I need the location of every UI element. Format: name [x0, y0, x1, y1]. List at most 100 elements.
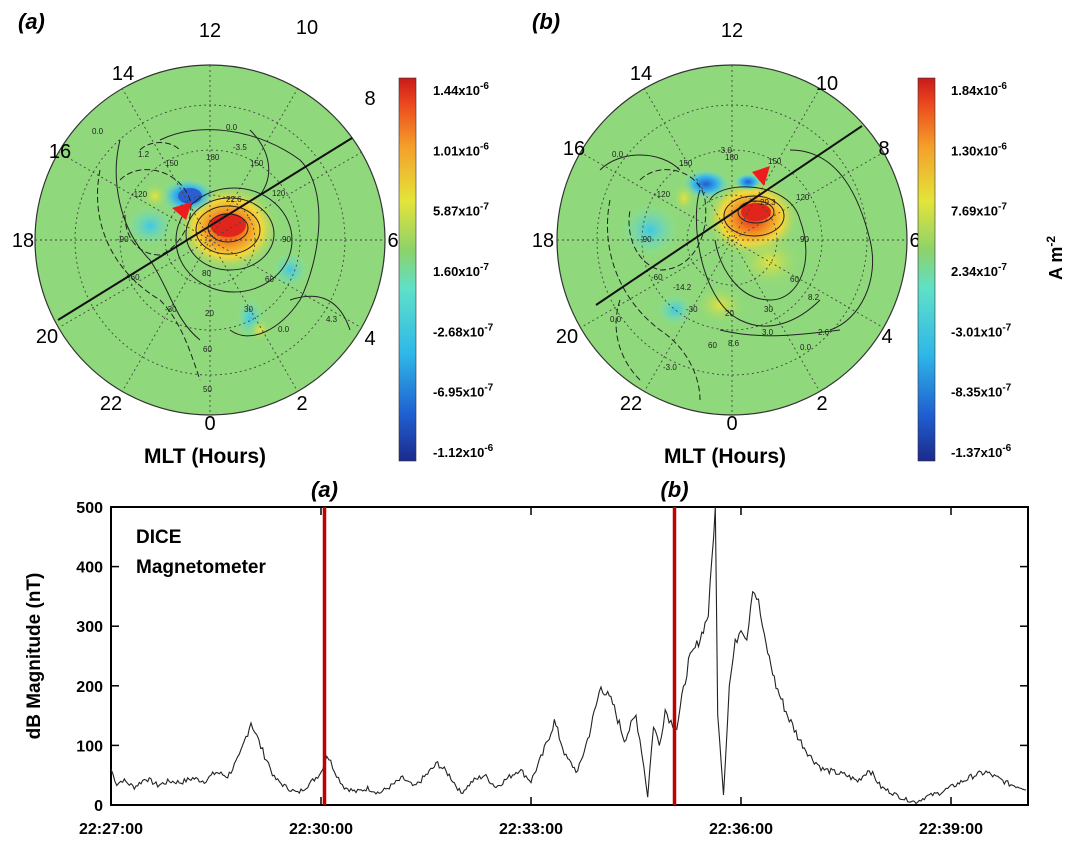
line-chart: 0 100 200 300 400 500 22:27:00 22:30:00 22:33:0…: [24, 477, 1029, 838]
svg-text:-120: -120: [654, 190, 671, 199]
svg-text:4.3: 4.3: [326, 315, 338, 324]
panel-b: (b): [532, 9, 1066, 468]
y-tick-label: 200: [76, 679, 103, 696]
polar-map-a: 0.0 0.0 1.2 -3.5 150 180 150 120 -120 22…: [34, 64, 386, 416]
svg-text:8.2: 8.2: [808, 293, 820, 302]
svg-text:20: 20: [205, 309, 214, 318]
hour-label: 0: [204, 413, 215, 435]
hour-label: 10: [296, 17, 318, 39]
colorbar-tick-label: -6.95x10-7: [433, 383, 494, 400]
series-line: [110, 506, 1027, 805]
colorbar-tick-label: 1.30x10-6: [951, 141, 1007, 158]
hour-label: 20: [556, 326, 578, 348]
hour-label: 8: [364, 88, 375, 110]
svg-text:-60: -60: [128, 273, 140, 282]
contour-labels-b: 0.0 -3.0 150 180 150 120 -120 -90 90 29.…: [610, 146, 830, 372]
svg-text:0.0: 0.0: [612, 150, 624, 159]
svg-text:180: 180: [206, 153, 220, 162]
y-tick-label: 100: [76, 738, 103, 755]
panel-a-letter: (a): [18, 9, 45, 34]
svg-text:60: 60: [708, 341, 717, 350]
svg-text:60: 60: [203, 345, 212, 354]
y-axis-label: dB Magnitude (nT): [24, 573, 45, 740]
hour-label: 18: [532, 230, 554, 252]
y-tick-label: 300: [76, 619, 103, 636]
svg-text:0.0: 0.0: [92, 127, 104, 136]
mlt-axis-label: MLT (Hours): [144, 445, 266, 468]
colorbar-a: 1.44x10-6 1.01x10-6 5.87x10-7 1.60x10-7 -2.6…: [398, 77, 494, 462]
svg-text:20: 20: [725, 309, 734, 318]
x-axis: 22:27:00 22:30:00 22:33:00 22:36:00 22:39:00: [79, 507, 983, 838]
svg-text:0.0: 0.0: [610, 315, 622, 324]
svg-text:29.3: 29.3: [760, 198, 776, 207]
annotation-line-1: DICE: [136, 527, 181, 548]
colorbar-tick-label: 1.44x10-6: [433, 81, 489, 98]
svg-text:22.6: 22.6: [226, 195, 242, 204]
svg-text:8.6: 8.6: [728, 339, 740, 348]
svg-text:2.6: 2.6: [818, 328, 830, 337]
y-axis: 0 100 200 300 400 500: [76, 500, 1028, 815]
svg-text:30: 30: [764, 305, 773, 314]
svg-text:60: 60: [790, 275, 799, 284]
annotation-line-2: Magnetometer: [136, 557, 266, 578]
hour-labels-a: 12 10 8 6 4 2 0 22 20 18 16 14: [12, 17, 399, 435]
svg-text:120: 120: [796, 193, 810, 202]
panel-a: (a): [12, 9, 494, 468]
svg-text:150: 150: [679, 159, 693, 168]
svg-text:120: 120: [272, 189, 286, 198]
x-tick-label: 22:33:00: [499, 821, 563, 838]
y-tick-label: 500: [76, 500, 103, 517]
svg-text:0.0: 0.0: [800, 343, 812, 352]
svg-text:150: 150: [768, 157, 782, 166]
svg-text:-90: -90: [117, 235, 129, 244]
svg-text:30: 30: [244, 305, 253, 314]
svg-text:-30: -30: [686, 305, 698, 314]
contour-labels-a: 0.0 0.0 1.2 -3.5 150 180 150 120 -120 22…: [92, 123, 338, 394]
hour-label: 10: [816, 73, 838, 95]
colorbar-tick-label: 7.69x10-7: [951, 202, 1007, 219]
svg-text:-3.0: -3.0: [718, 146, 732, 155]
colorbar-b: 1.84x10-6 1.30x10-6 7.69x10-7 2.34x10-7 -3.0…: [917, 77, 1012, 462]
y-tick-label: 400: [76, 560, 103, 577]
svg-text:-14.2: -14.2: [673, 283, 692, 292]
hour-label: 4: [364, 328, 375, 350]
hour-label: 8: [878, 138, 889, 160]
event-markers: (a) (b): [311, 477, 689, 805]
svg-text:180: 180: [725, 153, 739, 162]
hour-labels-b: 12 10 8 6 4 2 0 22 20 18 16 14: [532, 20, 921, 435]
svg-text:-120: -120: [131, 190, 148, 199]
colorbar-tick-label: -3.01x10-7: [951, 322, 1012, 339]
hour-label: 22: [620, 393, 642, 415]
svg-text:150: 150: [250, 159, 264, 168]
svg-text:-3.5: -3.5: [233, 143, 247, 152]
colorbar-tick-label: 1.84x10-6: [951, 81, 1007, 98]
svg-text:150: 150: [165, 159, 179, 168]
hour-label: 14: [630, 63, 652, 85]
colorbar-unit: A m-2: [1044, 236, 1066, 280]
colorbar-tick-label: -1.12x10-6: [433, 443, 494, 460]
hour-label: 6: [387, 230, 398, 252]
x-tick-label: 22:30:00: [289, 821, 353, 838]
colorbar-tick-label: 1.60x10-7: [433, 262, 489, 279]
mlt-axis-label: MLT (Hours): [664, 445, 786, 468]
x-tick-label: 22:36:00: [709, 821, 773, 838]
colorbar-tick-label: 5.87x10-7: [433, 202, 489, 219]
svg-text:0.0: 0.0: [278, 325, 290, 334]
svg-text:50: 50: [203, 385, 212, 394]
svg-text:90: 90: [800, 235, 809, 244]
y-tick-label: 0: [94, 798, 103, 815]
svg-text:-3.0: -3.0: [663, 363, 677, 372]
x-tick-label: 22:39:00: [919, 821, 983, 838]
hour-label: 16: [49, 141, 71, 163]
colorbar-tick-label: -2.68x10-7: [433, 322, 494, 339]
svg-text:60: 60: [265, 275, 274, 284]
panel-b-letter: (b): [532, 9, 560, 34]
event-marker-label: (a): [311, 477, 338, 502]
svg-text:80: 80: [202, 269, 211, 278]
hour-label: 2: [816, 393, 827, 415]
svg-text:-60: -60: [651, 273, 663, 282]
hour-label: 16: [563, 138, 585, 160]
colorbar-tick-label: -8.35x10-7: [951, 383, 1012, 400]
hour-label: 18: [12, 230, 34, 252]
hour-label: 12: [199, 20, 221, 42]
